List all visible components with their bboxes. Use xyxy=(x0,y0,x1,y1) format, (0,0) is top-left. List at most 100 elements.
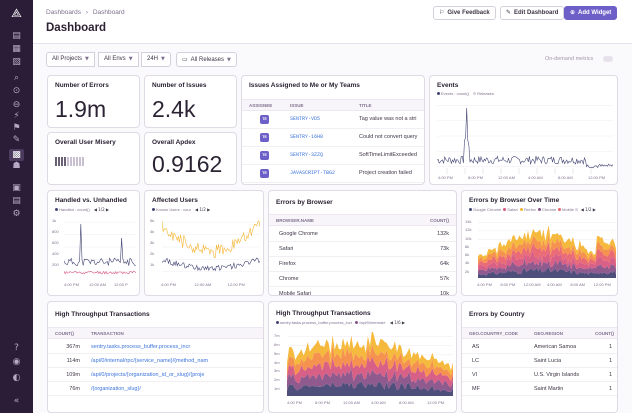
column-region[interactable]: GEO.REGION xyxy=(534,331,564,336)
widget-errors-by-browser-over-time[interactable]: Errors by Browser Over Time Google Chrom… xyxy=(461,190,618,296)
column-count[interactable]: COUNT() xyxy=(595,331,614,336)
column-browser-name[interactable]: BROWSER.NAME xyxy=(276,218,314,223)
legend-swatch xyxy=(558,208,562,212)
column-issue[interactable]: ISSUE xyxy=(290,103,304,108)
column-title[interactable]: TITLE xyxy=(359,103,372,108)
legend-item[interactable]: Safari xyxy=(507,207,518,212)
y-tick-label: 800 xyxy=(52,229,59,234)
table-row[interactable]: Mobile Safari 10k xyxy=(269,287,456,295)
profiling-icon[interactable]: ⊖ xyxy=(12,100,21,110)
performance-icon[interactable]: ▧ xyxy=(12,57,21,67)
legend-item[interactable]: Mobile S xyxy=(562,207,578,212)
table-row[interactable]: Chrome 57k xyxy=(269,272,456,287)
widget-number-of-issues[interactable]: Number of Issues 2.4k xyxy=(144,75,237,128)
table-row[interactable]: TE SENTRY-VD5 Tag value was not a stri xyxy=(242,111,424,129)
widget-number-of-errors[interactable]: Number of Errors 1.9m xyxy=(47,75,140,128)
table-row[interactable]: AS American Samoa 1 xyxy=(462,340,617,354)
issues-icon[interactable]: ▤ xyxy=(12,31,21,41)
table-row[interactable]: Safari 73k xyxy=(269,242,456,257)
issue-shortid[interactable]: SENTRY-3ZZQ xyxy=(290,152,324,158)
transaction-name[interactable]: /{organization_slug}/ xyxy=(91,386,141,392)
table-row[interactable]: VI U.S. Virgin Islands 1 xyxy=(462,368,617,382)
table-row[interactable]: 114m/api/0/internal/rpc/{service_name}/{… xyxy=(48,354,263,368)
settings-icon[interactable]: ▤ xyxy=(12,196,21,206)
issue-shortid[interactable]: JAVASCRIPT-TBG2 xyxy=(290,170,336,176)
widget-errors-by-browser[interactable]: Errors by Browser BROWSER.NAME COUNT() G… xyxy=(268,190,457,296)
issue-shortid[interactable]: SENTRY-16H8 xyxy=(290,134,324,140)
column-count[interactable]: COUNT() xyxy=(55,331,74,336)
column-country-code[interactable]: GEO.COUNTRY_CODE xyxy=(469,331,518,336)
on-demand-metrics-toggle[interactable] xyxy=(603,56,613,62)
assignee-avatar[interactable]: TE xyxy=(260,115,269,124)
country-code: LC xyxy=(472,358,480,364)
help-icon[interactable]: ? xyxy=(14,343,19,353)
table-row[interactable]: LC Saint Lucia 1 xyxy=(462,354,617,368)
table-row[interactable]: TE SENTRY-3ZZQ SoftTimeLimitExceeded xyxy=(242,147,424,165)
table-row[interactable]: MF Saint Martin 1 xyxy=(462,382,617,396)
transaction-name[interactable]: /api/0/internal/rpc/{service_name}/{meth… xyxy=(91,358,209,364)
projects-icon[interactable]: ▦ xyxy=(12,44,21,54)
widget-high-throughput-table[interactable]: High Throughput Transactions COUNT() TRA… xyxy=(47,301,264,413)
sentry-logo-icon[interactable]: ⟁ xyxy=(11,6,22,20)
status-icon[interactable]: ◐ xyxy=(12,373,21,383)
settings-gear-icon[interactable]: ⚙ xyxy=(12,209,21,219)
widget-handled-vs-unhandled[interactable]: Handled vs. Unhandled Handled : count() … xyxy=(47,190,140,296)
column-count[interactable]: COUNT() xyxy=(430,218,449,223)
discover-icon[interactable]: ✎ xyxy=(12,135,21,145)
release-filter[interactable]: ▭ All Releases ▼ xyxy=(176,52,237,67)
transaction-name[interactable]: sentry.tasks.process_buffer.process_incr xyxy=(91,344,191,350)
y-tick-label: 1k xyxy=(150,262,155,267)
widget-overall-apdex[interactable]: Overall Apdex 0.9162 xyxy=(144,132,237,185)
widget-high-throughput-chart[interactable]: High Throughput Transactions sentry.task… xyxy=(268,301,457,413)
legend-item[interactable]: Google Chrome xyxy=(473,207,502,212)
table-row[interactable]: Firefox 64k xyxy=(269,257,456,272)
table-row[interactable]: Google Chrome 132k xyxy=(269,227,456,242)
widget-events[interactable]: Events Events : count() Releases 4:00 PM… xyxy=(429,75,618,185)
alerts-icon[interactable]: ⚑ xyxy=(12,123,21,133)
column-transaction[interactable]: TRANSACTION xyxy=(91,331,124,336)
environment-filter[interactable]: All Envs ▼ xyxy=(98,52,139,67)
user-feedback-icon[interactable]: ▣ xyxy=(12,183,21,193)
country-code: MF xyxy=(472,386,480,392)
project-filter[interactable]: All Projects ▼ xyxy=(46,52,95,67)
table-row[interactable]: 367m sentry.tasks.process_buffer.process_… xyxy=(48,340,263,354)
column-assignee[interactable]: ASSIGNEE xyxy=(249,103,273,108)
dashboards-icon[interactable]: ▩ xyxy=(9,149,24,161)
table-row[interactable]: TE SENTRY-16H8 Could not convert query xyxy=(242,129,424,147)
releases-icon[interactable]: ☗ xyxy=(12,161,21,171)
legend-item[interactable]: Chrome xyxy=(541,207,557,212)
edit-dashboard-button[interactable]: ✎ Edit Dashboard xyxy=(500,6,565,20)
table-row[interactable]: 109m/api/0/projects/{organization_id_or_… xyxy=(48,368,263,382)
assignee-avatar[interactable]: TE xyxy=(260,151,269,160)
give-feedback-button[interactable]: ⚐ Give Feedback xyxy=(433,6,496,20)
chevron-down-icon: ▼ xyxy=(85,56,89,62)
assignee-avatar[interactable]: TE xyxy=(260,133,269,142)
widget-title: Issues Assigned to Me or My Teams xyxy=(249,82,360,89)
issue-shortid[interactable]: SENTRY-VD5 xyxy=(290,116,321,122)
legend-pager[interactable]: ◀ 1/2 ▶ xyxy=(195,207,211,212)
assignee-avatar[interactable]: TE xyxy=(260,169,269,178)
table-row[interactable]: 76m /{organization_slug}/ xyxy=(48,382,263,396)
breadcrumb-dashboards[interactable]: Dashboards xyxy=(46,9,82,16)
browser-name: Google Chrome xyxy=(279,231,318,237)
legend-pager[interactable]: ◀ 1/2 ▶ xyxy=(93,207,109,212)
browser-name: Safari xyxy=(279,246,294,252)
broadcast-icon[interactable]: ◉ xyxy=(12,357,21,367)
widget-affected-users[interactable]: Affected Users Known Users : cour ◀ 1/2 … xyxy=(144,190,264,296)
legend-item[interactable]: Firefox xyxy=(523,207,536,212)
collapse-icon[interactable]: « xyxy=(13,396,20,406)
x-tick-label: 12:00 AM xyxy=(194,282,212,287)
legend-pager[interactable]: ◀ 1/6 ▶ xyxy=(389,320,405,325)
crons-icon[interactable]: ⚡ xyxy=(13,111,20,121)
add-widget-button[interactable]: ⊕ Add Widget xyxy=(564,6,618,20)
widget-user-misery[interactable]: Overall User Misery xyxy=(47,132,140,185)
replays-icon[interactable]: ⊙ xyxy=(12,86,21,96)
widget-issues-assigned[interactable]: Issues Assigned to Me or My Teams ASSIGN… xyxy=(241,75,425,185)
period-filter[interactable]: 24H ▼ xyxy=(141,52,171,67)
transaction-name[interactable]: /api/0/projects/{organization_id_or_slug… xyxy=(91,372,205,378)
chevron-down-icon: ▼ xyxy=(128,56,133,62)
search-icon[interactable]: ⌕ xyxy=(13,73,20,83)
table-row[interactable]: TE JAVASCRIPT-TBG2 Project creation failed xyxy=(242,165,424,183)
legend-pager[interactable]: ◀ 1/2 ▶ xyxy=(580,207,596,212)
widget-errors-by-country[interactable]: Errors by Country GEO.COUNTRY_CODE GEO.R… xyxy=(461,301,618,413)
